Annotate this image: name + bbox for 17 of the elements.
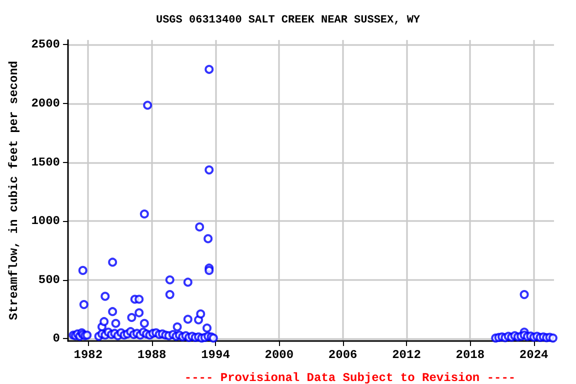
x-tick-label: 2006	[328, 348, 358, 362]
text: ---- Provisional Data Subject to Revision ----	[184, 371, 516, 384]
x-tick-label: 1994	[201, 348, 230, 362]
x-tick-label: 2018	[456, 348, 485, 362]
x-tick-label: 1988	[137, 348, 166, 362]
y-tick-label: 500	[38, 272, 60, 287]
x-tick-label: 1982	[74, 348, 103, 362]
x-tick-label: 2024	[519, 348, 548, 362]
x-tick-label: 2012	[392, 348, 421, 362]
y-tick-label: 0	[52, 332, 60, 346]
chart-title: USGS 06313400 SALT CREEK NEAR SUSSEX, WY	[156, 14, 420, 26]
y-axis-title: Streamflow, in cubic feet per second	[7, 60, 21, 320]
x-tick-label: 2000	[264, 348, 294, 362]
y-tick-label: 2000	[31, 96, 60, 110]
y-tick-label: 2500	[31, 38, 60, 52]
y-tick-label: 1500	[31, 155, 60, 170]
y-tick-label: 1000	[31, 214, 60, 228]
